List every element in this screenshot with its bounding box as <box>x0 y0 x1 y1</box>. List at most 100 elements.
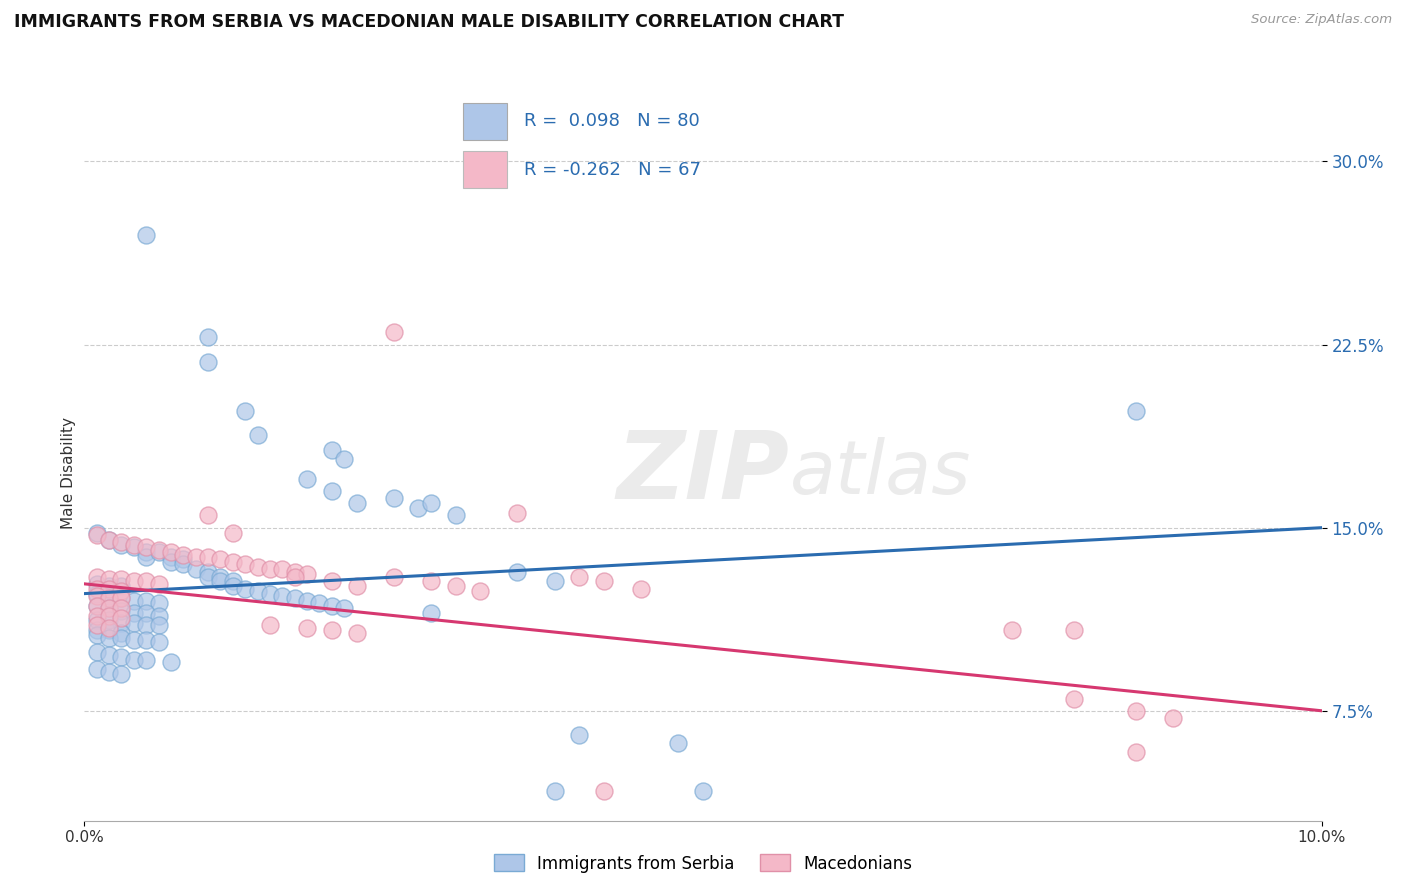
Point <box>86 624 108 638</box>
Point <box>346 625 368 640</box>
Point <box>233 558 256 572</box>
Point <box>110 591 132 606</box>
Point <box>295 594 318 608</box>
Point <box>148 545 170 559</box>
Point <box>86 599 108 613</box>
Point <box>110 591 132 606</box>
Point <box>110 579 132 593</box>
Point <box>110 604 132 618</box>
Point <box>1125 403 1147 417</box>
Point <box>209 569 232 583</box>
Text: ZIP: ZIP <box>617 426 790 519</box>
Point <box>197 565 219 579</box>
Point <box>122 538 145 552</box>
Point <box>98 614 121 628</box>
Point <box>86 662 108 676</box>
Point <box>160 549 183 564</box>
Point <box>568 728 591 742</box>
Point <box>98 579 121 593</box>
Point <box>470 584 492 599</box>
Point <box>86 528 108 542</box>
Point <box>135 632 157 647</box>
Point <box>444 508 467 523</box>
Point <box>382 569 405 583</box>
Point <box>1161 711 1184 725</box>
Point <box>233 582 256 596</box>
FancyBboxPatch shape <box>464 151 508 188</box>
Point <box>593 784 616 798</box>
Point <box>135 652 157 666</box>
Point <box>271 589 294 603</box>
Text: Source: ZipAtlas.com: Source: ZipAtlas.com <box>1251 13 1392 27</box>
Point <box>135 618 157 632</box>
Point <box>98 648 121 662</box>
Point <box>110 601 132 615</box>
Point <box>1125 745 1147 759</box>
Point <box>382 491 405 506</box>
Point <box>148 596 170 610</box>
Point <box>321 484 343 499</box>
Point <box>246 584 269 599</box>
Point <box>135 540 157 554</box>
Point <box>346 579 368 593</box>
Point <box>333 452 356 467</box>
Point <box>122 574 145 589</box>
Text: IMMIGRANTS FROM SERBIA VS MACEDONIAN MALE DISABILITY CORRELATION CHART: IMMIGRANTS FROM SERBIA VS MACEDONIAN MAL… <box>14 13 844 31</box>
Point <box>122 594 145 608</box>
Point <box>98 631 121 645</box>
Point <box>98 582 121 596</box>
Point <box>98 608 121 623</box>
Point <box>222 525 245 540</box>
Point <box>98 601 121 615</box>
Point <box>148 577 170 591</box>
Point <box>86 582 108 596</box>
Point <box>444 579 467 593</box>
Point <box>122 652 145 666</box>
Point <box>110 611 132 625</box>
Point <box>86 577 108 591</box>
Point <box>222 579 245 593</box>
Point <box>233 403 256 417</box>
Text: atlas: atlas <box>790 437 972 508</box>
Point <box>135 594 157 608</box>
Point <box>135 574 157 589</box>
Point <box>86 614 108 628</box>
Y-axis label: Male Disability: Male Disability <box>60 417 76 529</box>
Point <box>259 562 281 576</box>
Point <box>86 569 108 583</box>
Point <box>148 635 170 649</box>
Point <box>419 574 441 589</box>
Point <box>86 586 108 600</box>
Point <box>172 558 194 572</box>
Point <box>122 632 145 647</box>
Point <box>98 624 121 638</box>
Point <box>98 665 121 679</box>
Point <box>419 496 441 510</box>
Point <box>222 555 245 569</box>
Point <box>98 591 121 606</box>
Point <box>284 569 307 583</box>
FancyBboxPatch shape <box>464 103 508 140</box>
Point <box>506 565 529 579</box>
Point <box>271 562 294 576</box>
Point <box>321 574 343 589</box>
Point <box>148 618 170 632</box>
Point <box>122 615 145 630</box>
Point <box>308 596 330 610</box>
Point <box>321 624 343 638</box>
Point <box>160 655 183 669</box>
Text: R = -0.262   N = 67: R = -0.262 N = 67 <box>524 161 702 178</box>
Point <box>98 533 121 547</box>
Point <box>86 589 108 603</box>
Point <box>184 549 207 564</box>
Point <box>197 330 219 344</box>
Point <box>98 621 121 635</box>
Point <box>209 574 232 589</box>
Point <box>86 628 108 642</box>
Point <box>110 615 132 630</box>
Point <box>197 508 219 523</box>
Point <box>110 650 132 665</box>
Point <box>98 601 121 615</box>
Point <box>110 625 132 640</box>
Point <box>160 555 183 569</box>
